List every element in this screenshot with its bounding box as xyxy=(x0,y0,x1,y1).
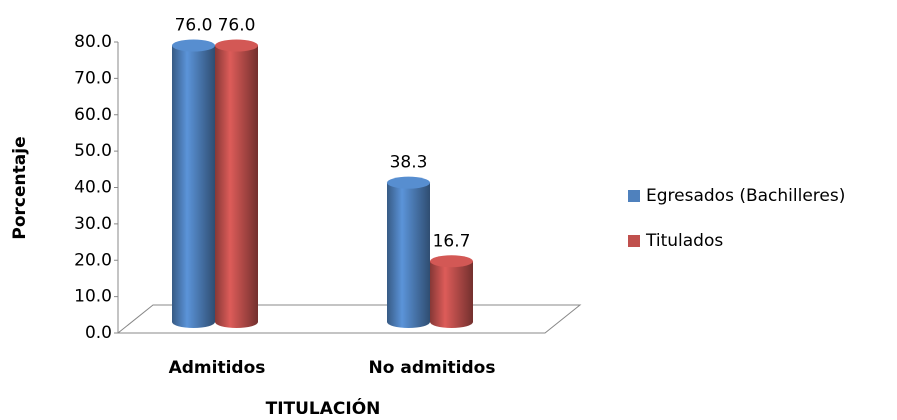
y-tick-label: 70.0 xyxy=(74,68,112,88)
x-tick-label: Admitidos xyxy=(169,358,266,378)
bar xyxy=(215,45,258,329)
value-label: 38.3 xyxy=(390,153,428,173)
y-tick-label: 60.0 xyxy=(74,105,112,125)
x-axis-title: TITULACIÓN xyxy=(266,397,381,419)
legend-label: Titulados xyxy=(645,231,723,251)
bar xyxy=(430,261,473,328)
y-tick-label: 30.0 xyxy=(74,214,112,234)
y-tick-label: 40.0 xyxy=(74,178,112,198)
value-label: 16.7 xyxy=(433,231,471,251)
value-label: 76.0 xyxy=(175,16,213,36)
floor xyxy=(116,304,582,334)
y-tick-label: 0.0 xyxy=(85,323,112,343)
bar-top xyxy=(172,39,215,52)
legend-label: Egresados (Bachilleres) xyxy=(646,186,845,206)
bar-top xyxy=(215,39,258,52)
y-tick-label: 80.0 xyxy=(74,32,112,52)
y-axis-title: Porcentaje xyxy=(10,136,30,239)
legend-swatch xyxy=(628,190,640,202)
bar xyxy=(387,182,430,328)
y-tick-label: 10.0 xyxy=(74,287,112,307)
bar-top xyxy=(387,176,430,189)
y-tick-label: 20.0 xyxy=(74,250,112,270)
x-tick-label: No admitidos xyxy=(369,358,496,378)
value-label: 76.0 xyxy=(218,16,256,36)
legend-swatch xyxy=(628,235,640,247)
y-tick-label: 50.0 xyxy=(74,141,112,161)
bar-top xyxy=(430,255,473,268)
bar xyxy=(172,45,215,329)
